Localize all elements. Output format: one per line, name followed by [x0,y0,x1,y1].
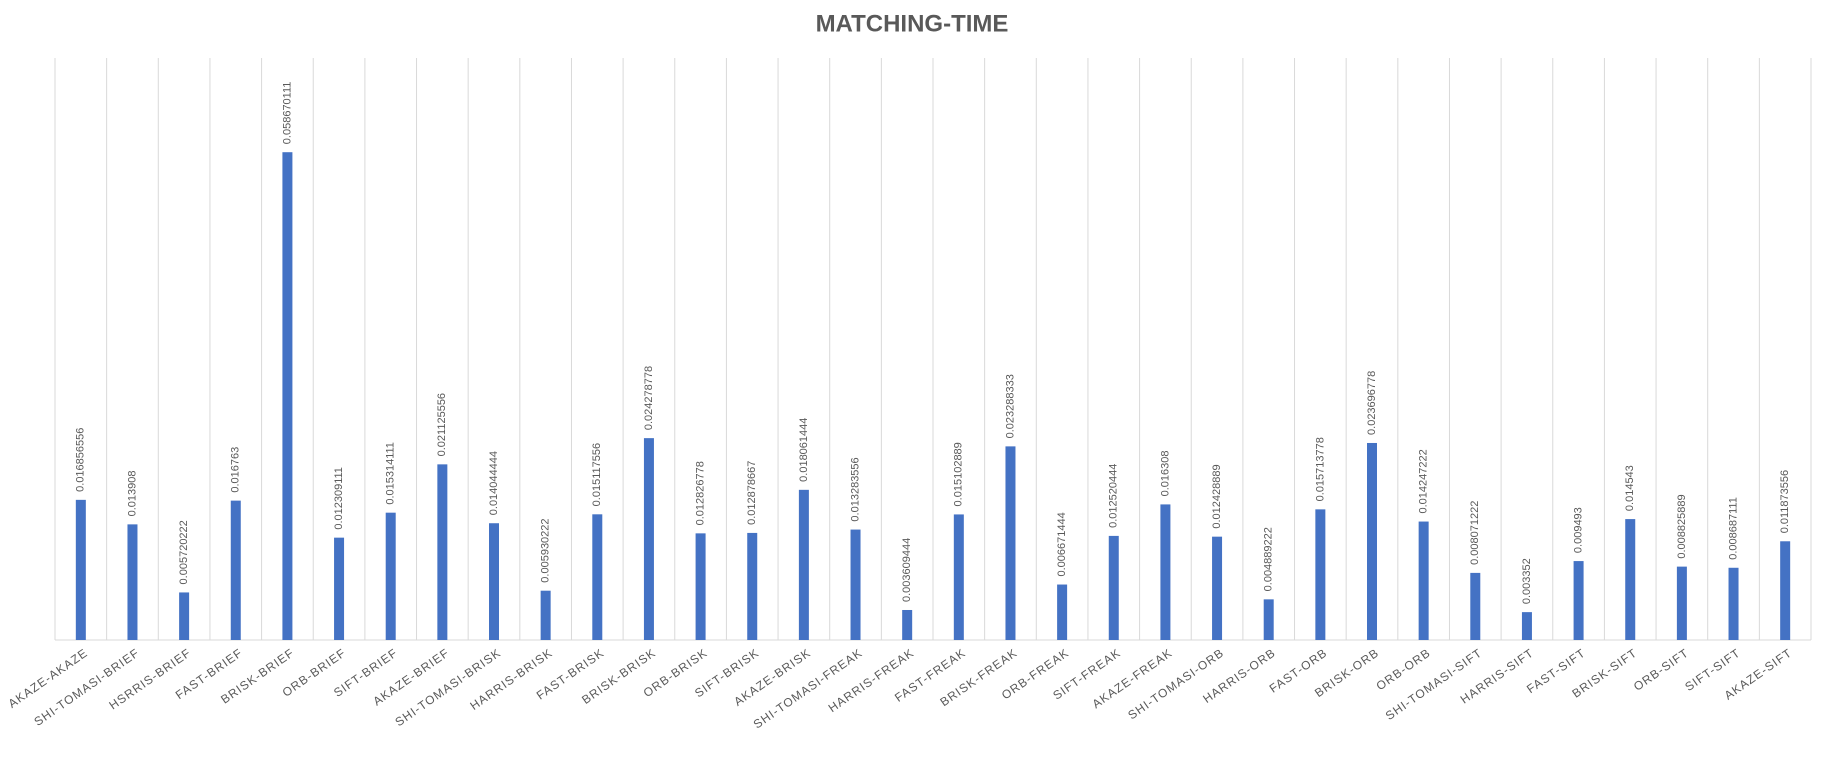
bar [127,524,138,640]
x-tick-label: SHI-TOMASI-ORB [1125,646,1226,723]
value-label: 0.011873556 [1779,470,1791,533]
bar [1470,572,1481,640]
value-label: 0.013283556 [849,457,861,521]
bar [850,529,861,640]
value-label: 0.003609444 [901,538,913,602]
chart-title: MATCHING-TIME [816,10,1009,37]
value-label: 0.003352 [1521,558,1533,604]
value-label: 0.012520444 [1108,464,1120,528]
value-label: 0.016763 [230,447,242,493]
value-label: 0.023288333 [1004,374,1016,438]
x-tick-label: HARRIS-FREAK [826,646,917,716]
bar [1676,566,1687,640]
value-label: 0.008071222 [1469,501,1481,565]
bar [1315,509,1326,640]
bar [1263,599,1274,640]
value-label: 0.058670111 [281,82,293,145]
value-label: 0.005930222 [540,518,552,582]
bar [385,512,396,640]
value-label: 0.015102889 [953,442,965,506]
bar [282,152,293,640]
value-label: 0.016856556 [75,428,87,492]
bar [643,438,654,640]
bar [592,514,603,640]
value-label: 0.018061444 [798,418,810,482]
bar [230,500,241,640]
bar [334,537,345,640]
value-label: 0.012428889 [1211,464,1223,528]
value-label: 0.016308 [1159,451,1171,497]
bar [1625,519,1636,640]
bar [1728,567,1739,640]
value-label: 0.014044444 [488,451,500,515]
bar [179,592,190,640]
value-label: 0.015314111 [385,442,397,505]
bar [1160,504,1171,640]
bar [75,499,86,640]
value-label: 0.015713778 [1314,437,1326,501]
value-label: 0.005720222 [178,520,190,584]
value-label: 0.021125556 [436,393,448,456]
x-tick-label: SHI-TOMASI-SIFT [1383,646,1485,723]
bar [489,523,499,640]
value-label: 0.014247222 [1418,449,1430,513]
bar [1005,446,1016,640]
bar [1573,561,1584,640]
bar [1108,535,1119,640]
value-label: 0.012878667 [746,461,758,525]
value-label: 0.012309111 [333,467,345,530]
value-label: 0.012826778 [694,461,706,525]
value-label: 0.004889222 [1263,527,1275,591]
value-label: 0.009493 [1572,507,1584,553]
value-label: 0.008687111 [1727,497,1739,560]
value-label: 0.015117556 [591,443,603,506]
bar [798,489,809,640]
bar [1057,584,1068,640]
value-label: 0.014543 [1624,465,1636,511]
bar [540,590,551,640]
value-label: 0.024278778 [643,366,655,430]
bar [1780,541,1791,640]
bar [695,533,706,640]
value-label: 0.008825889 [1676,494,1688,558]
value-label: 0.023696778 [1366,371,1378,435]
bar [437,464,448,640]
bar [1367,442,1377,640]
bar [953,514,964,640]
bar [1212,536,1223,640]
bar [747,532,758,640]
bar [1418,521,1429,640]
value-label: 0.006671444 [1056,512,1068,576]
value-label: 0.013908 [126,470,138,516]
bar [1521,612,1532,640]
bar [902,609,913,640]
x-tick-label: ORB-SIFT [1631,646,1691,694]
